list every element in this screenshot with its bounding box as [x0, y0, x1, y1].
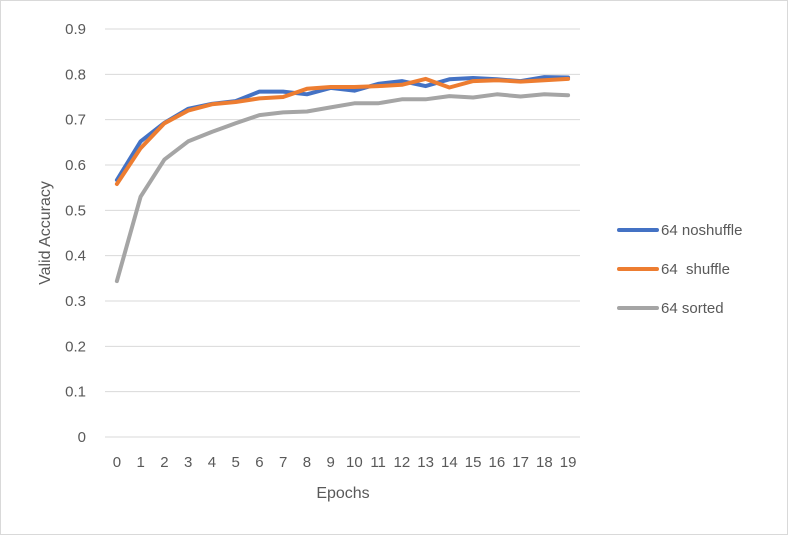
- legend-label: 64 noshuffle: [661, 222, 742, 239]
- x-tick-label: 2: [160, 454, 168, 471]
- y-tick-label: 0.8: [65, 66, 86, 83]
- x-tick-label: 12: [394, 454, 411, 471]
- y-axis-title: Valid Accuracy: [37, 181, 54, 285]
- x-tick-label: 19: [560, 454, 577, 471]
- x-tick-label: 18: [536, 454, 553, 471]
- x-tick-label: 6: [255, 454, 263, 471]
- x-tick-label: 7: [279, 454, 287, 471]
- x-tick-label: 8: [303, 454, 311, 471]
- y-tick-label: 0.5: [65, 202, 86, 219]
- x-tick-label: 14: [441, 454, 458, 471]
- series-line-2: [114, 76, 571, 186]
- series-lines: [114, 75, 571, 284]
- legend: 64 noshuffle 64 shuffle 64 sorted: [617, 222, 742, 317]
- legend-label: 64 shuffle: [661, 261, 730, 278]
- x-tick-label: 17: [512, 454, 529, 471]
- x-tick-label: 3: [184, 454, 192, 471]
- x-tick-label: 1: [136, 454, 144, 471]
- x-tick-label: 5: [231, 454, 239, 471]
- y-tick-label: 0.9: [65, 21, 86, 38]
- x-tick-label: 15: [465, 454, 482, 471]
- x-tick-label: 13: [417, 454, 434, 471]
- x-tick-label: 11: [370, 454, 386, 471]
- y-axis-ticks: 0 0.1 0.2 0.3 0.4 0.5 0.6 0.7 0.8 0.9: [65, 21, 86, 446]
- y-tick-label: 0.1: [65, 384, 86, 401]
- y-tick-label: 0.3: [65, 293, 86, 310]
- y-tick-label: 0.4: [65, 248, 86, 265]
- y-tick-label: 0.7: [65, 112, 86, 129]
- x-tick-label: 9: [326, 454, 334, 471]
- y-tick-label: 0.2: [65, 338, 86, 355]
- x-axis-title: Epochs: [316, 485, 369, 502]
- y-tick-label: 0.6: [65, 157, 86, 174]
- x-tick-label: 0: [113, 454, 121, 471]
- y-tick-label: 0: [78, 429, 86, 446]
- x-tick-label: 4: [208, 454, 216, 471]
- gridlines: [105, 28, 580, 438]
- legend-label: 64 sorted: [661, 300, 724, 317]
- x-tick-label: 10: [346, 454, 363, 471]
- x-tick-label: 16: [489, 454, 506, 471]
- x-axis-ticks: 0 1 2 3 4 5 6 7 8 9 10 11 12 13 14 15 16 17 18 19: [113, 454, 577, 471]
- series-line-3: [114, 92, 571, 284]
